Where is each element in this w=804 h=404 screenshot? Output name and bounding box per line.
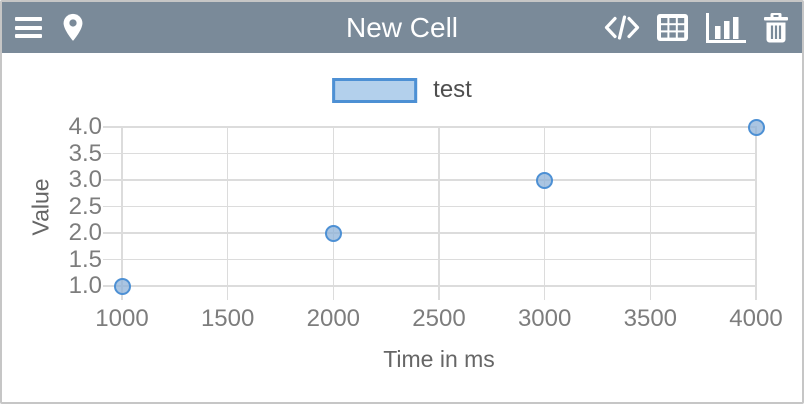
vertical-gridline bbox=[755, 127, 757, 300]
menu-button[interactable] bbox=[15, 17, 42, 38]
header-left-icons bbox=[15, 13, 84, 42]
x-tick-label: 1500 bbox=[200, 305, 255, 332]
table-icon bbox=[657, 14, 688, 41]
cell-title: New Cell bbox=[345, 11, 459, 43]
vertical-gridline bbox=[332, 127, 335, 300]
horizontal-gridline bbox=[103, 258, 757, 261]
y-tick-label: 2.0 bbox=[68, 219, 102, 246]
y-tick-label: 3.5 bbox=[68, 139, 102, 167]
vertical-gridline bbox=[543, 127, 546, 300]
y-tick-label: 1.5 bbox=[68, 245, 102, 273]
x-tick-label: 2500 bbox=[412, 305, 466, 332]
horizontal-gridline bbox=[103, 126, 757, 128]
x-tick-label: 4000 bbox=[729, 305, 783, 332]
vertical-gridline bbox=[121, 127, 123, 300]
horizontal-gridline bbox=[103, 285, 757, 287]
y-axis-title: Value bbox=[27, 178, 54, 236]
x-tick-label: 3000 bbox=[517, 305, 572, 332]
data-point[interactable] bbox=[324, 224, 342, 242]
header-bar: New Cell bbox=[2, 2, 802, 53]
vertical-gridline bbox=[226, 127, 229, 300]
chart-legend[interactable]: test bbox=[332, 76, 472, 104]
delete-button[interactable] bbox=[763, 12, 789, 43]
x-axis-title: Time in ms bbox=[383, 346, 495, 372]
chart-area: test 1000 1500 2000 2500 3000 3500 4000 1.0 1.5 2… bbox=[2, 53, 802, 402]
horizontal-gridline bbox=[103, 152, 757, 155]
header-right-icons bbox=[604, 12, 789, 43]
data-point[interactable] bbox=[747, 118, 765, 136]
bar-chart-icon bbox=[706, 12, 746, 43]
y-tick-label: 2.5 bbox=[68, 192, 102, 220]
y-tick-label: 1.0 bbox=[68, 272, 102, 299]
trash-icon bbox=[764, 12, 788, 42]
location-button[interactable] bbox=[62, 13, 84, 42]
data-point[interactable] bbox=[113, 277, 131, 295]
legend-swatch bbox=[332, 77, 418, 103]
horizontal-gridline bbox=[103, 205, 757, 208]
x-tick-label: 3500 bbox=[623, 305, 678, 332]
horizontal-gridline bbox=[103, 232, 757, 234]
x-tick-label: 2000 bbox=[306, 305, 361, 332]
location-pin-icon bbox=[63, 13, 83, 41]
code-icon bbox=[604, 15, 640, 40]
vertical-gridline bbox=[649, 127, 652, 300]
y-tick-label: 3.0 bbox=[68, 166, 102, 193]
table-view-button[interactable] bbox=[657, 14, 688, 41]
code-view-button[interactable] bbox=[604, 14, 640, 41]
y-tick-label: 4.0 bbox=[68, 113, 102, 140]
chart-view-button[interactable] bbox=[705, 12, 746, 43]
x-tick-label: 1000 bbox=[95, 305, 149, 332]
menu-icon bbox=[15, 17, 42, 38]
vertical-gridline bbox=[438, 127, 440, 300]
data-point[interactable] bbox=[536, 171, 554, 189]
legend-series-label: test bbox=[433, 76, 472, 103]
horizontal-gridline bbox=[103, 179, 757, 181]
